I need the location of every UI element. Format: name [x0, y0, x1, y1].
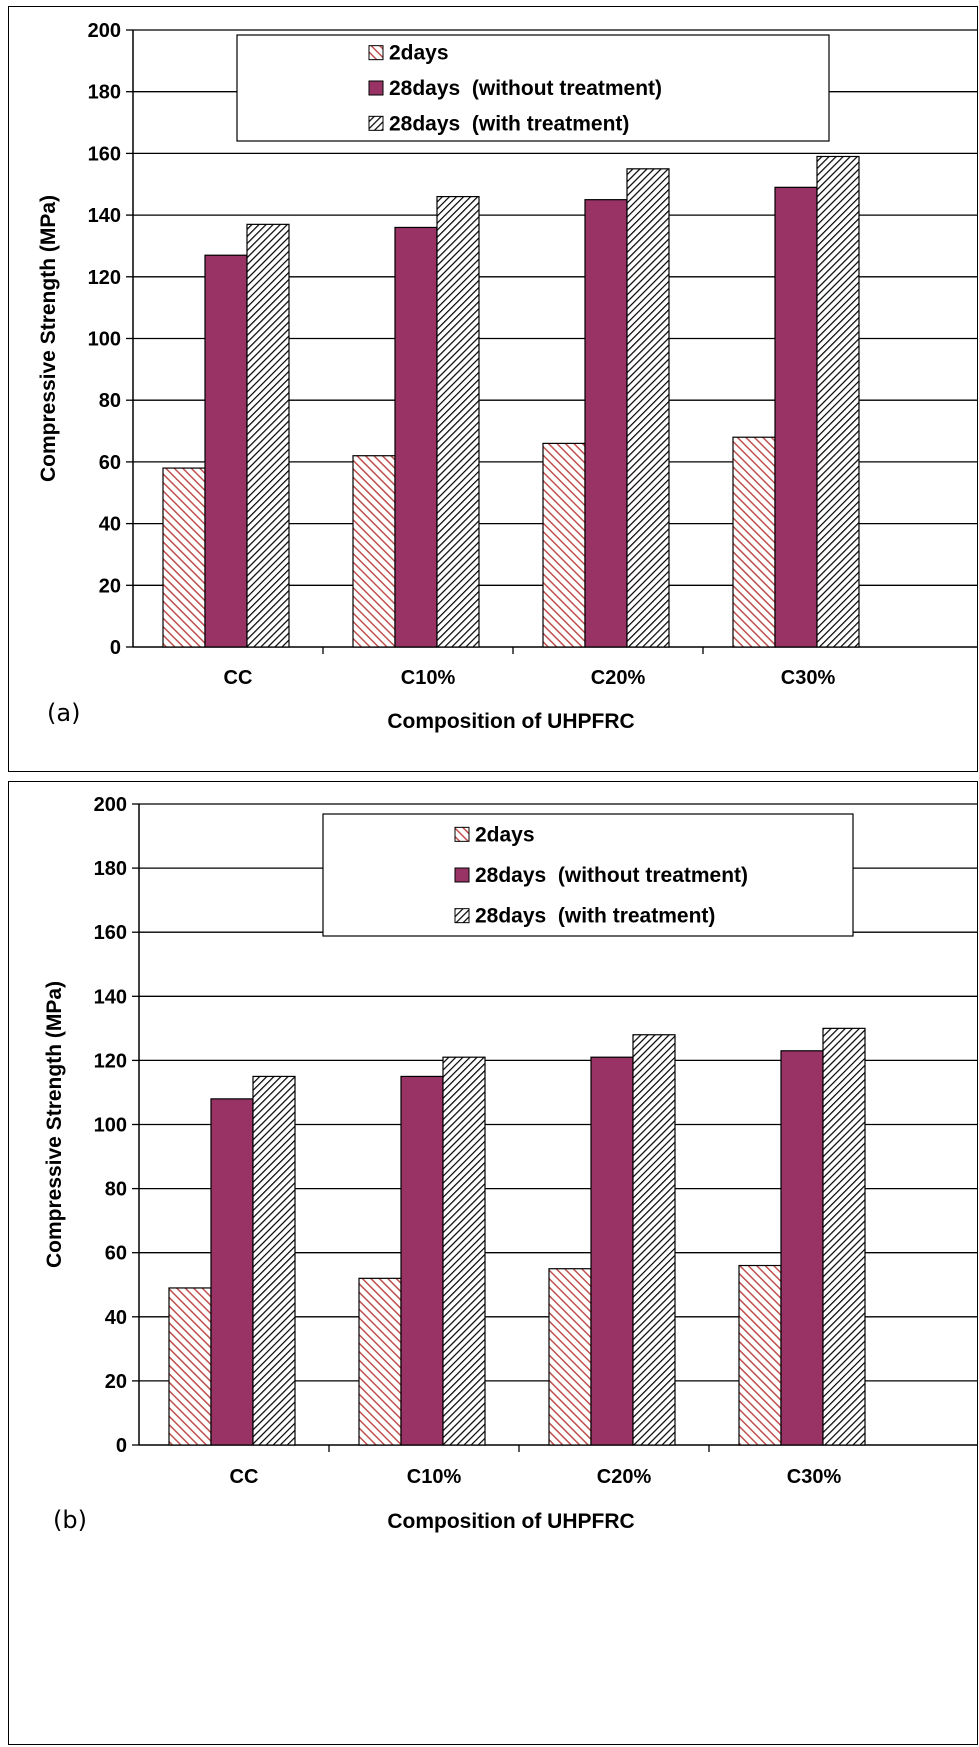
chart-b-svg: 0 20 40 60 80 100 120 140 160 180 200 CC C10% C20% C30…: [43, 794, 977, 1534]
bar-28days-without-treatment: [774, 186, 818, 648]
x-axis-title: Composition of UHPFRC: [387, 710, 634, 733]
bar-28days-without-treatment: [204, 254, 248, 648]
y-tick-label: 140: [94, 986, 127, 1008]
y-axis-title: Compressive Strength (MPa): [37, 195, 60, 482]
x-tick-label: CC: [230, 1466, 259, 1488]
legend-swatch: [368, 115, 384, 131]
bar-28days-without-treatment: [400, 1075, 444, 1446]
bar-2days: [542, 442, 586, 648]
y-tick-label: 200: [94, 794, 127, 816]
y-tick-label: 0: [110, 637, 121, 659]
y-tick-label: 40: [99, 514, 121, 536]
bar-2days: [738, 1264, 782, 1446]
bar-2days: [358, 1277, 402, 1446]
x-tick-label: C30%: [787, 1466, 842, 1488]
x-tick-label: CC: [224, 667, 253, 689]
y-tick-label: 160: [94, 922, 127, 944]
y-tick-label: 0: [116, 1435, 127, 1457]
x-tick-label: C10%: [407, 1466, 462, 1488]
bar-28days-with-treatment: [632, 1034, 676, 1446]
bar-28days-with-treatment: [816, 155, 860, 648]
y-tick-label: 80: [99, 390, 121, 412]
panel-label: (b): [53, 1506, 87, 1534]
bar-2days: [548, 1268, 592, 1446]
x-tick-label: C20%: [597, 1466, 652, 1488]
legend-label: 2days: [475, 823, 535, 846]
bar-28days-with-treatment: [436, 195, 480, 648]
y-axis-title: Compressive Strength (MPa): [43, 981, 66, 1268]
bar-28days-without-treatment: [394, 226, 438, 648]
legend-swatch: [454, 826, 470, 842]
y-tick-label: 140: [88, 205, 121, 227]
y-tick-label: 80: [105, 1179, 127, 1201]
legend-label: 28days (with treatment): [389, 112, 629, 135]
bar-28days-without-treatment: [584, 199, 628, 648]
x-tick-label: C30%: [781, 667, 836, 689]
bar-28days-with-treatment: [246, 223, 290, 648]
y-tick-label: 100: [88, 329, 121, 351]
legend-swatch: [454, 867, 470, 883]
y-tick-label: 120: [94, 1050, 127, 1072]
y-tick-label: 180: [94, 858, 127, 880]
bar-2days: [352, 455, 396, 648]
y-tick-label: 160: [88, 143, 121, 165]
bar-28days-without-treatment: [590, 1056, 634, 1446]
legend-box: [236, 34, 830, 142]
legend-label: 28days (without treatment): [389, 77, 662, 100]
y-tick-label: 180: [88, 82, 121, 104]
bar-28days-with-treatment: [822, 1027, 866, 1446]
legend-label: 28days (with treatment): [475, 905, 715, 928]
y-tick-label: 120: [88, 267, 121, 289]
chart-panel-b: 0 20 40 60 80 100 120 140 160 180 200 CC C10% C20% C30…: [8, 781, 978, 1745]
legend-label: 2days: [389, 42, 449, 65]
legend-swatch: [368, 80, 384, 96]
bar-28days-without-treatment: [780, 1050, 824, 1446]
panel-label: (a): [47, 699, 80, 727]
bar-28days-with-treatment: [626, 168, 670, 648]
legend-box: [322, 813, 854, 937]
bar-28days-with-treatment: [252, 1075, 296, 1446]
bar-2days: [732, 436, 776, 648]
bar-2days: [162, 467, 206, 648]
y-tick-label: 100: [94, 1115, 127, 1137]
y-tick-label: 200: [88, 20, 121, 42]
bar-28days-with-treatment: [442, 1056, 486, 1446]
chart-panel-a: 0 20 40 60 80 100 120 140 160 180 200 CC C10% C20% C30…: [8, 6, 978, 772]
bar-28days-without-treatment: [210, 1098, 254, 1446]
y-tick-label: 60: [105, 1243, 127, 1265]
chart-a-svg: 0 20 40 60 80 100 120 140 160 180 200 CC C10% C20% C30…: [37, 20, 977, 733]
legend-swatch: [368, 45, 384, 61]
y-tick-label: 20: [99, 575, 121, 597]
x-tick-label: C10%: [401, 667, 456, 689]
y-tick-label: 20: [105, 1371, 127, 1393]
x-axis-title: Composition of UHPFRC: [387, 1510, 634, 1533]
legend-swatch: [454, 908, 470, 924]
bar-2days: [168, 1287, 212, 1446]
x-tick-label: C20%: [591, 667, 646, 689]
legend-label: 28days (without treatment): [475, 864, 748, 887]
y-tick-label: 60: [99, 452, 121, 474]
y-tick-label: 40: [105, 1307, 127, 1329]
